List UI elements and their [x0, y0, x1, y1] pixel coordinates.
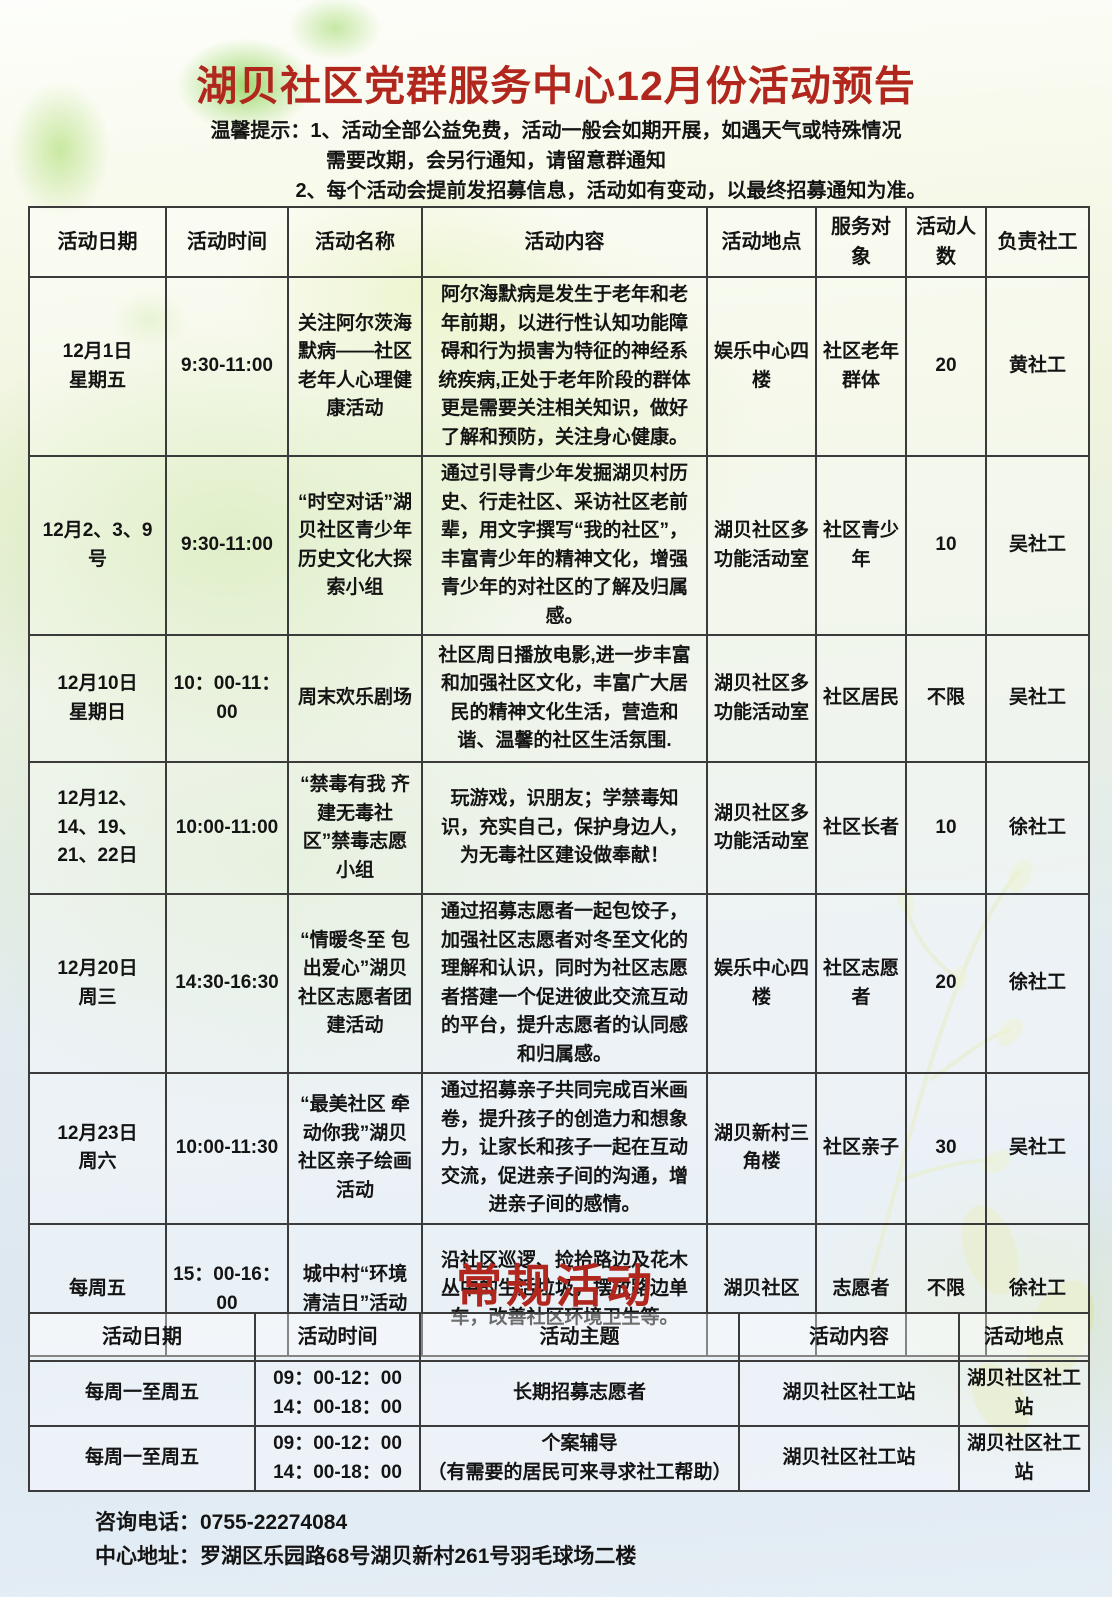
- cell-name: “最美社区 牵动你我”湖贝社区亲子绘画活动: [287, 1072, 423, 1225]
- col-header-location: 活动地点: [706, 206, 817, 278]
- cell-content: 通过引导青少年发掘湖贝村历史、行走社区、采访社区老前辈，用文字撰写“我的社区”，…: [421, 455, 708, 636]
- cell-date: 12月10日 星期日: [28, 634, 167, 763]
- col-header-content: 活动内容: [738, 1312, 960, 1362]
- col-header-name: 活动名称: [287, 206, 423, 278]
- cell-worker: 徐社工: [985, 761, 1090, 895]
- cell-target: 社区长者: [815, 761, 907, 895]
- cell-theme: 个案辅导 （有需要的居民可来寻求社工帮助）: [419, 1425, 740, 1492]
- cell-theme: 长期招募志愿者: [419, 1360, 740, 1427]
- col-header-date: 活动日期: [28, 1312, 256, 1362]
- cell-target: 社区青少年: [815, 455, 907, 636]
- cell-location: 湖贝社区多功能活动室: [706, 455, 817, 636]
- regular-activities-title: 常规活动: [456, 1260, 656, 1312]
- table-row: 12月1日 星期五 9:30-11:00 关注阿尔茨海默病——社区老年人心理健康…: [28, 276, 1090, 457]
- cell-content: 通过招募志愿者一起包饺子，加强社区志愿者对冬至文化的理解和认识，同时为社区志愿者…: [421, 893, 708, 1074]
- table-row: 12月20日 周三 14:30-16:30 “情暖冬至 包出爱心”湖贝社区志愿者…: [28, 893, 1090, 1074]
- cell-content: 阿尔海默病是发生于老年和老年前期，以进行性认知功能障碍和行为损害为特征的神经系统…: [421, 276, 708, 457]
- cell-time: 09：00-12：00 14：00-18：00: [254, 1425, 421, 1492]
- cell-location: 娱乐中心四楼: [706, 893, 817, 1074]
- table-row: 12月10日 星期日 10：00-11：00 周末欢乐剧场 社区周日播放电影,进…: [28, 634, 1090, 763]
- col-header-worker: 负责社工: [985, 206, 1090, 278]
- cell-target: 社区居民: [815, 634, 907, 763]
- cell-count: 不限: [905, 634, 987, 763]
- col-header-count: 活动人数: [905, 206, 987, 278]
- cell-worker: 黄社工: [985, 276, 1090, 457]
- table-header-row: 活动日期 活动时间 活动主题 活动内容 活动地点: [28, 1312, 1090, 1362]
- cell-time: 9:30-11:00: [165, 455, 289, 636]
- cell-count: 20: [905, 893, 987, 1074]
- cell-date: 每周一至周五: [28, 1425, 256, 1492]
- cell-time: 09：00-12：00 14：00-18：00: [254, 1360, 421, 1427]
- cell-content: 湖贝社区社工站: [738, 1425, 960, 1492]
- cell-date: 12月2、3、9号: [28, 455, 167, 636]
- cell-name: 关注阿尔茨海默病——社区老年人心理健康活动: [287, 276, 423, 457]
- cell-time: 14:30-16:30: [165, 893, 289, 1074]
- contact-address: 中心地址：罗湖区乐园路68号湖贝新村261号羽毛球场二楼: [95, 1545, 637, 1568]
- cell-location: 湖贝社区社工站: [958, 1360, 1090, 1427]
- cell-count: 10: [905, 761, 987, 895]
- contact-info: 咨询电话：0755-22274084 中心地址：罗湖区乐园路68号湖贝新村261…: [95, 1506, 636, 1574]
- activity-schedule-table: 活动日期 活动时间 活动名称 活动内容 活动地点 服务对象 活动人数 负责社工 …: [28, 206, 1090, 1357]
- cell-target: 社区亲子: [815, 1072, 907, 1225]
- cell-date: 每周一至周五: [28, 1360, 256, 1427]
- col-header-date: 活动日期: [28, 206, 167, 278]
- table-row: 12月23日 周六 10:00-11:30 “最美社区 牵动你我”湖贝社区亲子绘…: [28, 1072, 1090, 1225]
- table-row: 每周一至周五 09：00-12：00 14：00-18：00 长期招募志愿者 湖…: [28, 1360, 1090, 1427]
- cell-name: “情暖冬至 包出爱心”湖贝社区志愿者团建活动: [287, 893, 423, 1074]
- col-header-location: 活动地点: [958, 1312, 1090, 1362]
- table-header-row: 活动日期 活动时间 活动名称 活动内容 活动地点 服务对象 活动人数 负责社工: [28, 206, 1090, 278]
- notice-tips: 温馨提示：1、活动全部公益免费，活动一般会如期开展，如遇天气或特殊情况 需要改期…: [0, 116, 1112, 206]
- tip-line-3: 2、每个活动会提前发招募信息，活动如有变动，以最终招募通知为准。: [295, 180, 927, 202]
- col-header-time: 活动时间: [165, 206, 289, 278]
- cell-time: 10：00-11：00: [165, 634, 289, 763]
- cell-date: 12月12、 14、19、 21、22日: [28, 761, 167, 895]
- cell-content: 通过招募亲子共同完成百米画卷，提升孩子的创造力和想象力，让家长和孩子一起在互动交…: [421, 1072, 708, 1225]
- cell-time: 10:00-11:30: [165, 1072, 289, 1225]
- cell-location: 湖贝社区多功能活动室: [706, 634, 817, 763]
- table-row: 12月12、 14、19、 21、22日 10:00-11:00 “禁毒有我 齐…: [28, 761, 1090, 895]
- tip-line-1: 温馨提示：1、活动全部公益免费，活动一般会如期开展，如遇天气或特殊情况: [210, 120, 902, 142]
- cell-name: “时空对话”湖贝社区青少年历史文化大探索小组: [287, 455, 423, 636]
- tip-line-2: 需要改期，会另行通知，请留意群通知: [326, 150, 666, 172]
- col-header-content: 活动内容: [421, 206, 708, 278]
- cell-name: 周末欢乐剧场: [287, 634, 423, 763]
- cell-worker: 吴社工: [985, 1072, 1090, 1225]
- cell-count: 20: [905, 276, 987, 457]
- cell-count: 30: [905, 1072, 987, 1225]
- cell-target: 社区志愿者: [815, 893, 907, 1074]
- cell-worker: 吴社工: [985, 634, 1090, 763]
- cell-content: 湖贝社区社工站: [738, 1360, 960, 1427]
- col-header-theme: 活动主题: [419, 1312, 740, 1362]
- cell-location: 娱乐中心四楼: [706, 276, 817, 457]
- table-row: 12月2、3、9号 9:30-11:00 “时空对话”湖贝社区青少年历史文化大探…: [28, 455, 1090, 636]
- col-header-target: 服务对象: [815, 206, 907, 278]
- regular-activities-table: 活动日期 活动时间 活动主题 活动内容 活动地点 每周一至周五 09：00-12…: [28, 1312, 1090, 1492]
- cell-time: 10:00-11:00: [165, 761, 289, 895]
- contact-phone: 咨询电话：0755-22274084: [95, 1511, 348, 1534]
- cell-location: 湖贝新村三角楼: [706, 1072, 817, 1225]
- cell-worker: 徐社工: [985, 893, 1090, 1074]
- cell-date: 12月23日 周六: [28, 1072, 167, 1225]
- cell-content: 社区周日播放电影,进一步丰富和加强社区文化，丰富广大居民的精神文化生活，营造和谐…: [421, 634, 708, 763]
- page-title: 湖贝社区党群服务中心12月份活动预告: [196, 63, 916, 109]
- col-header-time: 活动时间: [254, 1312, 421, 1362]
- cell-count: 10: [905, 455, 987, 636]
- cell-target: 社区老年群体: [815, 276, 907, 457]
- cell-worker: 吴社工: [985, 455, 1090, 636]
- cell-content: 玩游戏，识朋友；学禁毒知识，充实自己，保护身边人，为无毒社区建设做奉献！: [421, 761, 708, 895]
- cell-name: “禁毒有我 齐建无毒社区”禁毒志愿小组: [287, 761, 423, 895]
- cell-date: 12月1日 星期五: [28, 276, 167, 457]
- cell-date: 12月20日 周三: [28, 893, 167, 1074]
- table-row: 每周一至周五 09：00-12：00 14：00-18：00 个案辅导 （有需要…: [28, 1425, 1090, 1492]
- cell-location: 湖贝社区社工站: [958, 1425, 1090, 1492]
- cell-time: 9:30-11:00: [165, 276, 289, 457]
- cell-location: 湖贝社区多功能活动室: [706, 761, 817, 895]
